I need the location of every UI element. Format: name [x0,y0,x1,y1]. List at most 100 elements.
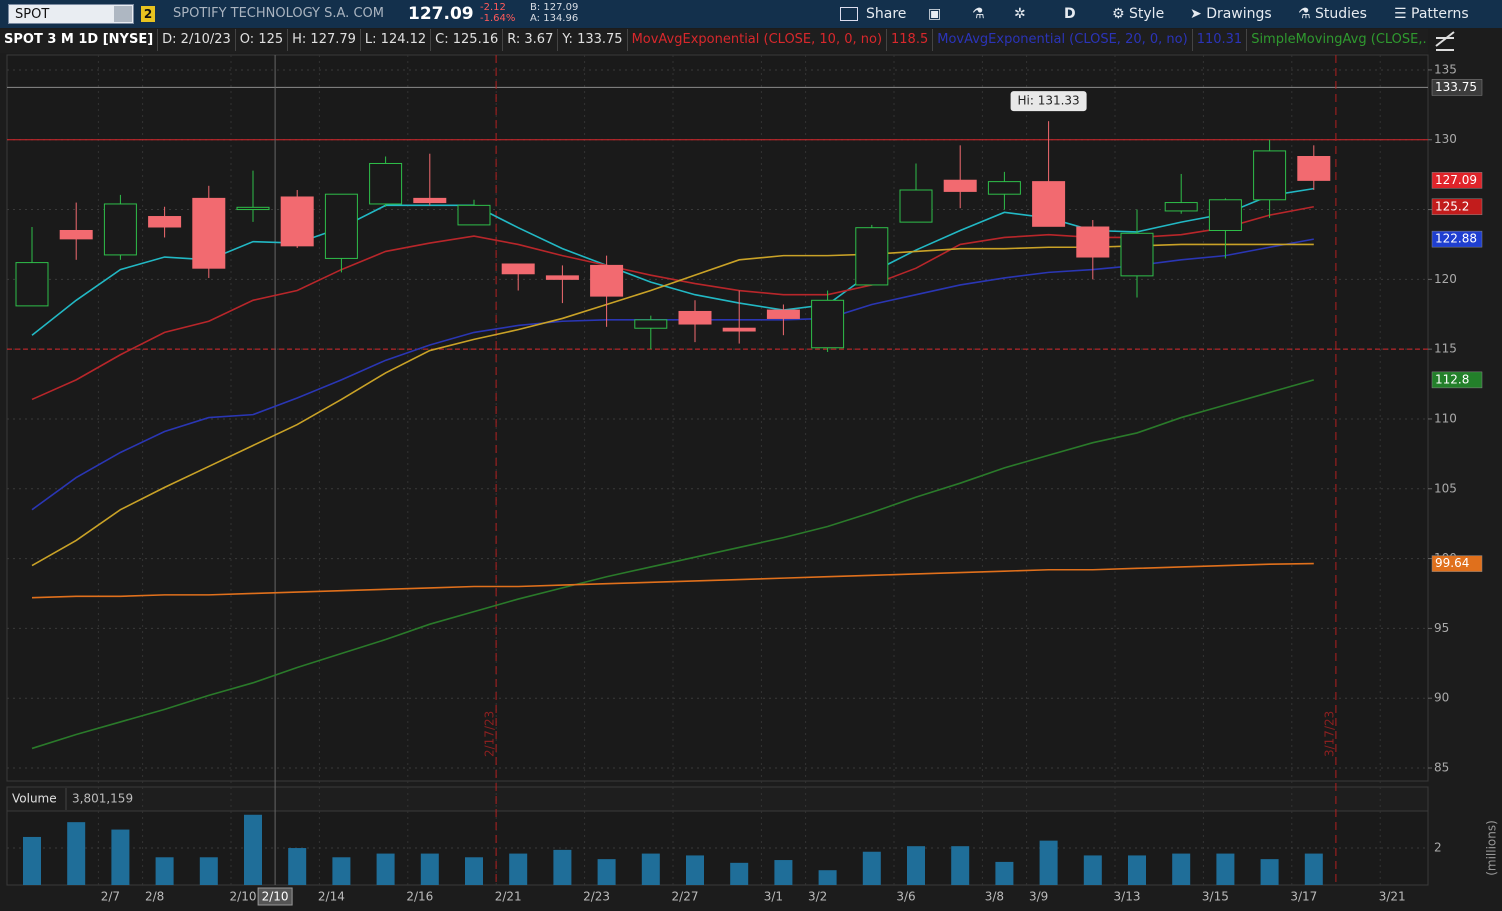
cursor-label: 2/10 [262,890,289,904]
volume-bar [111,829,130,885]
volume-bar [1304,853,1323,885]
symbol-input[interactable]: SPOT [8,4,134,24]
volume-bar [244,814,262,885]
date-marker-label: 2/17/23 [483,711,497,757]
link-badge[interactable]: 2 [141,6,155,22]
candle-body [148,216,182,228]
volume-bar [907,846,925,885]
y-tick-label: 110 [1434,411,1457,425]
x-tick-label: 3/9 [1029,890,1048,904]
y-tick-label: 130 [1434,132,1457,146]
volume-bar [553,849,572,885]
readout: O: 125 [236,29,289,51]
settings-icon[interactable] [1435,31,1455,51]
y-tick-label: 115 [1434,342,1457,356]
volume-bar [862,851,881,885]
x-tick-label: 2/14 [318,890,345,904]
x-tick-label: 2/16 [406,890,433,904]
y-tick-label: 2 [1434,841,1442,855]
candle-body [678,310,712,325]
volume-bar [509,853,528,885]
aggregation-button[interactable]: D [1064,6,1076,22]
moving-average [31,187,1314,336]
y-tick-label: 125 [1434,202,1457,216]
icon-button[interactable]: ✲ [1014,6,1026,22]
x-tick-label: 2/8 [145,890,164,904]
candle-body [634,319,668,329]
candle-body [369,162,403,205]
study-value: 110.31 [1193,29,1248,51]
volume-bar [376,853,395,885]
price-label: 122.88 [1435,232,1477,246]
volume-bar [995,861,1014,885]
price-label: 133.75 [1435,80,1477,94]
candle-body [15,262,49,307]
candle-body [590,264,624,297]
volume-bar [1083,855,1102,885]
ask: A: 134.96 [530,13,579,24]
volume-axis-label: (millions) [1485,820,1499,876]
volume-title: Volume [12,792,57,806]
x-tick-label: 2/21 [495,890,522,904]
candle-body [413,197,447,204]
symbol: SPOT [15,7,50,22]
readout: D: 2/10/23 [158,29,236,51]
x-tick-label: 3/21 [1379,890,1406,904]
patterns-button[interactable]: ☰ Patterns [1394,6,1469,22]
studies-button[interactable]: ⚗ Studies [1298,6,1367,22]
symbol-label: SPOT 3 M 1D [NYSE] [0,29,159,51]
readout: H: 127.79 [288,29,361,51]
price-label: 112.8 [1435,372,1469,386]
volume-bar [23,836,41,885]
moving-average [31,562,1314,599]
candle-body [457,204,491,226]
candle-body [943,179,977,192]
bid: B: 127.09 [530,2,579,13]
cursor-label-box [257,887,293,906]
drawings-button[interactable]: ➤ Drawings [1190,6,1272,22]
volume-bar [155,857,174,885]
label: Style [1129,6,1165,22]
study-name[interactable]: MovAvgExponential (CLOSE, 20, 0, no) [933,29,1193,51]
study-name[interactable]: SimpleMovingAvg (CLOSE,... [1247,29,1428,51]
volume-bar [774,860,793,885]
candle-body [59,229,93,240]
candle-body [103,203,137,256]
moving-average [31,205,1314,401]
x-tick-label: 2/23 [583,890,610,904]
candle-body [192,197,226,269]
icon-button[interactable]: ⚗ [972,6,985,22]
candle-body [766,309,800,319]
candle-body [1076,226,1110,258]
volume-bar [1039,840,1058,885]
x-tick-label: 2/7 [101,890,120,904]
candle-body [1032,181,1066,227]
moving-average [31,379,1315,750]
style-button[interactable]: ⚙ Style [1112,6,1165,22]
study-name[interactable]: MovAvgExponential (CLOSE, 10, 0, no) [628,29,888,51]
volume-bar [1128,855,1146,885]
study-value: 118.5 [887,29,934,51]
label: Share [866,6,907,22]
y-tick-label: 100 [1434,551,1457,565]
icon-button[interactable]: ▣ [928,6,942,22]
price-label-box [1431,371,1483,389]
x-tick-label: 3/1 [764,890,783,904]
label: Patterns [1411,6,1469,22]
moving-average [31,238,1314,511]
candle-body [1164,202,1198,212]
y-tick-label: 90 [1434,691,1449,705]
company: SPOTIFY TECHNOLOGY S.A. COM [173,6,384,21]
change: -2.12 [480,2,506,13]
dropdown[interactable] [114,6,132,22]
candle-body [1253,150,1287,201]
price-label-box [1431,555,1483,572]
readout: C: 125.16 [431,29,504,51]
share-button[interactable]: Share [840,0,906,28]
candle-body [324,193,358,259]
candle-body [1297,155,1331,181]
moving-average [31,243,1314,567]
toolbar: SPOT 2 SPOTIFY TECHNOLOGY S.A. COM 127.0… [0,0,1502,28]
y-tick-label: 95 [1434,621,1449,635]
